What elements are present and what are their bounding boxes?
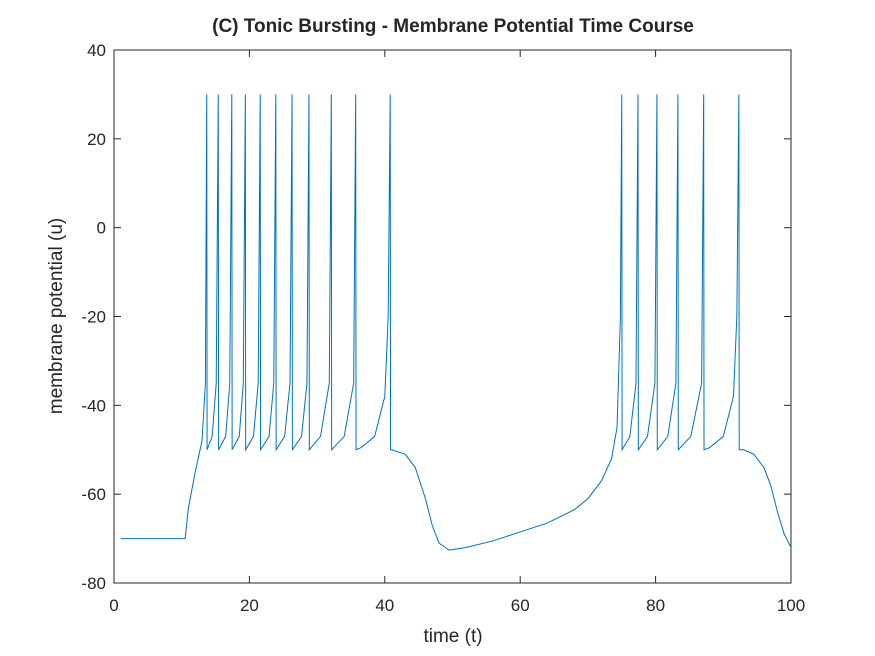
y-tick-label: -20 [81, 308, 106, 327]
x-tick-label: 80 [646, 596, 665, 615]
x-tick-label: 60 [511, 596, 530, 615]
x-tick-label: 20 [240, 596, 259, 615]
x-axis-label: time (t) [423, 626, 482, 647]
y-tick-label: 20 [87, 130, 106, 149]
y-tick-label: -40 [81, 396, 106, 415]
x-tick-label: 100 [777, 596, 805, 615]
y-axis-label: membrane potential (u) [46, 218, 67, 414]
plot-area [113, 49, 792, 584]
x-tick-label: 40 [375, 596, 394, 615]
y-tick-label: -60 [81, 485, 106, 504]
y-tick-label: -80 [81, 574, 106, 593]
chart-title: (C) Tonic Bursting - Membrane Potential … [212, 16, 694, 37]
data-line [120, 94, 792, 551]
x-tick-label: 0 [109, 596, 118, 615]
y-tick-label: 0 [97, 219, 106, 238]
y-tick-label: 40 [87, 41, 106, 60]
